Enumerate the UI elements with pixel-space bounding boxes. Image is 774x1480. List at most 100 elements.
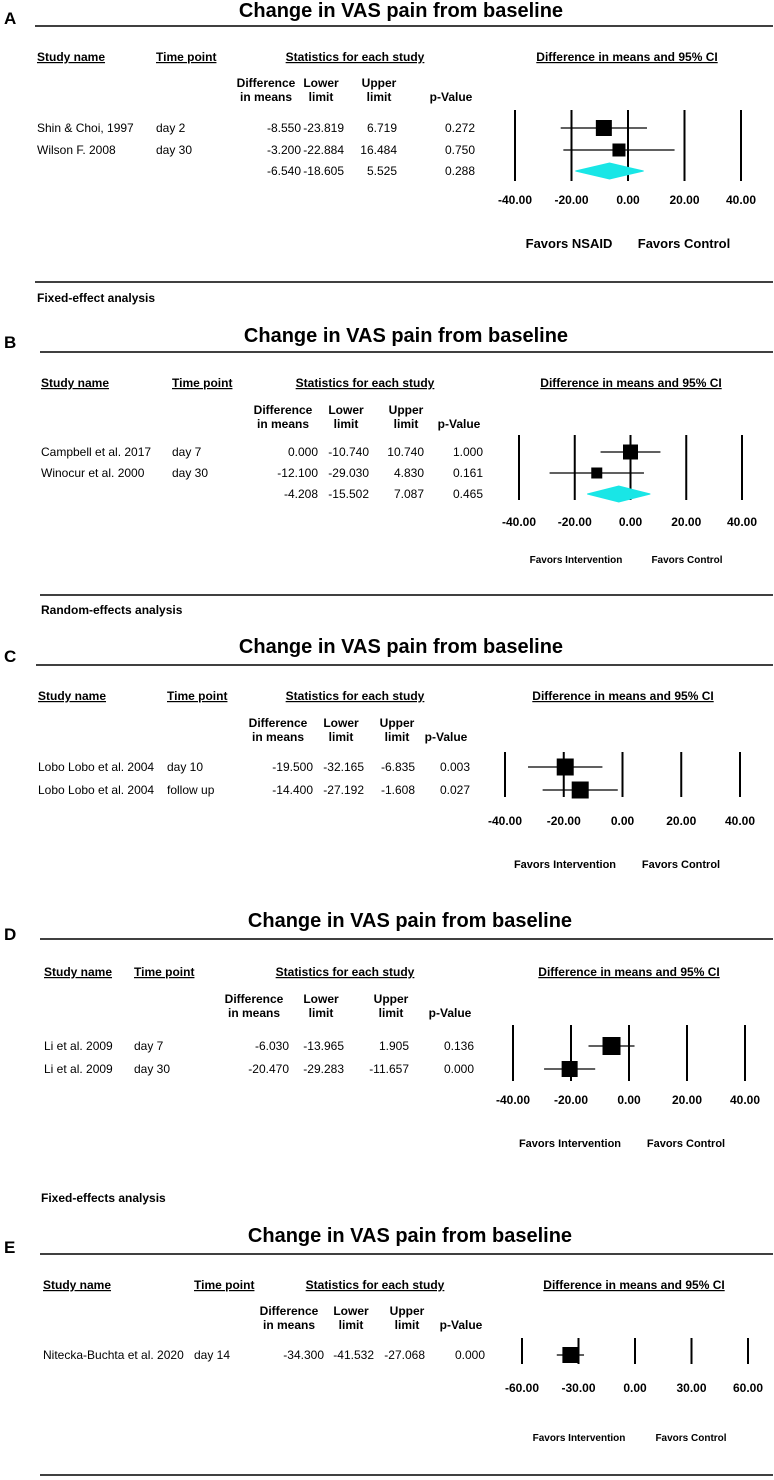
forest-panel-e: E Change in VAS pain from baseline Study n… [4,1225,773,1476]
chart-title: Change in VAS pain from baseline [248,1225,572,1247]
favors-right-label: Favors Control [647,1138,725,1150]
time-point-cell: day 7 [172,445,202,459]
panel-letter: A [4,9,16,28]
col-header-study-name: Study name [44,965,112,979]
col-header-statistics: Statistics for each study [296,376,435,390]
time-point-cell: follow up [167,783,215,797]
subheader-p-value: p-Value [438,417,481,431]
diff-in-means-cell: -19.500 [272,760,313,774]
chart-title: Change in VAS pain from baseline [248,910,572,932]
time-point-cell: day 2 [156,121,186,135]
subheader-p-value: p-Value [430,90,473,104]
diff-in-means-cell: -8.550 [267,121,301,135]
effect-square [556,758,574,776]
summary-diamond [575,162,644,180]
subheader-lower-limit: limit [339,1318,364,1332]
subheader-lower-limit: limit [329,730,354,744]
subheader-lower: Lower [323,716,359,730]
p-value-cell: 0.465 [453,487,483,501]
favors-left-label: Favors NSAID [526,236,613,251]
x-tick-label: 0.00 [619,515,643,529]
upper-limit-cell: -6.835 [381,760,415,774]
panel-letter: B [4,333,16,352]
favors-left-label: Favors Intervention [514,859,616,871]
study-name-cell: Nitecka-Buchta et al. 2020 [43,1348,184,1362]
study-name-cell: Campbell et al. 2017 [41,445,151,459]
x-tick-label: 0.00 [611,814,635,828]
lower-limit-cell: -15.502 [328,487,369,501]
p-value-cell: 0.000 [444,1062,474,1076]
x-tick-label: 20.00 [669,193,699,207]
col-header-time-point: Time point [167,689,227,703]
study-name-cell: Lobo Lobo et al. 2004 [38,760,154,774]
subheader-lower: Lower [328,403,364,417]
subheader-upper: Upper [389,403,424,417]
upper-limit-cell: 16.484 [360,143,397,157]
forest-panel-b: B Change in VAS pain from baseline Study n… [4,325,773,617]
col-header-forest: Difference in means and 95% CI [532,689,713,703]
col-header-forest: Difference in means and 95% CI [538,965,719,979]
chart-title: Change in VAS pain from baseline [244,325,568,347]
favors-right-label: Favors Control [638,236,730,251]
col-header-forest: Difference in means and 95% CI [536,50,717,64]
subheader-lower: Lower [303,76,339,90]
subheader-upper-limit: limit [395,1318,420,1332]
forest-panel-c: C Change in VAS pain from baseline Study n… [4,636,773,871]
time-point-cell: day 10 [167,760,203,774]
p-value-cell: 0.288 [445,164,475,178]
col-header-statistics: Statistics for each study [286,689,425,703]
col-header-statistics: Statistics for each study [276,965,415,979]
forest-panel-a: A Change in VAS pain from baseline Study n… [4,0,773,305]
p-value-cell: 0.272 [445,121,475,135]
favors-right-label: Favors Control [642,859,720,871]
upper-limit-cell: 5.525 [367,164,397,178]
subheader-difference: Difference [249,716,308,730]
effect-square [623,444,638,460]
diff-in-means-cell: -34.300 [283,1348,324,1362]
subheader-in-means: in means [252,730,304,744]
time-point-cell: day 7 [134,1039,164,1053]
lower-limit-cell: -22.884 [303,143,344,157]
analysis-footnote: Fixed-effects analysis [41,1191,166,1205]
subheader-upper: Upper [374,992,409,1006]
subheader-upper-limit: limit [367,90,392,104]
p-value-cell: 0.750 [445,143,475,157]
col-header-study-name: Study name [37,50,105,64]
x-tick-label: 20.00 [672,1093,702,1107]
x-tick-label: -30.00 [561,1381,595,1395]
favors-right-label: Favors Control [655,1433,726,1444]
p-value-cell: 0.136 [444,1039,474,1053]
col-header-statistics: Statistics for each study [306,1278,445,1292]
subheader-in-means: in means [263,1318,315,1332]
col-header-study-name: Study name [38,689,106,703]
upper-limit-cell: -27.068 [384,1348,425,1362]
col-header-time-point: Time point [156,50,216,64]
x-tick-label: -60.00 [505,1381,539,1395]
diff-in-means-cell: -6.540 [267,164,301,178]
time-point-cell: day 30 [134,1062,170,1076]
x-tick-label: 40.00 [727,515,757,529]
subheader-p-value: p-Value [429,1006,472,1020]
panel-letter: C [4,647,16,666]
lower-limit-cell: -41.532 [333,1348,374,1362]
subheader-lower: Lower [303,992,339,1006]
col-header-forest: Difference in means and 95% CI [543,1278,724,1292]
diff-in-means-cell: -14.400 [272,783,313,797]
study-name-cell: Lobo Lobo et al. 2004 [38,783,154,797]
lower-limit-cell: -13.965 [303,1039,344,1053]
subheader-lower-limit: limit [334,417,359,431]
subheader-upper: Upper [380,716,415,730]
p-value-cell: 0.003 [440,760,470,774]
x-tick-label: 60.00 [733,1381,763,1395]
favors-left-label: Favors Intervention [533,1433,626,1444]
study-name-cell: Li et al. 2009 [44,1039,113,1053]
x-tick-label: 40.00 [725,814,755,828]
diff-in-means-cell: -20.470 [248,1062,289,1076]
lower-limit-cell: -23.819 [303,121,344,135]
upper-limit-cell: 6.719 [367,121,397,135]
study-name-cell: Winocur et al. 2000 [41,466,145,480]
effect-square [595,120,612,136]
diff-in-means-cell: -6.030 [255,1039,289,1053]
x-tick-label: -20.00 [554,1093,588,1107]
